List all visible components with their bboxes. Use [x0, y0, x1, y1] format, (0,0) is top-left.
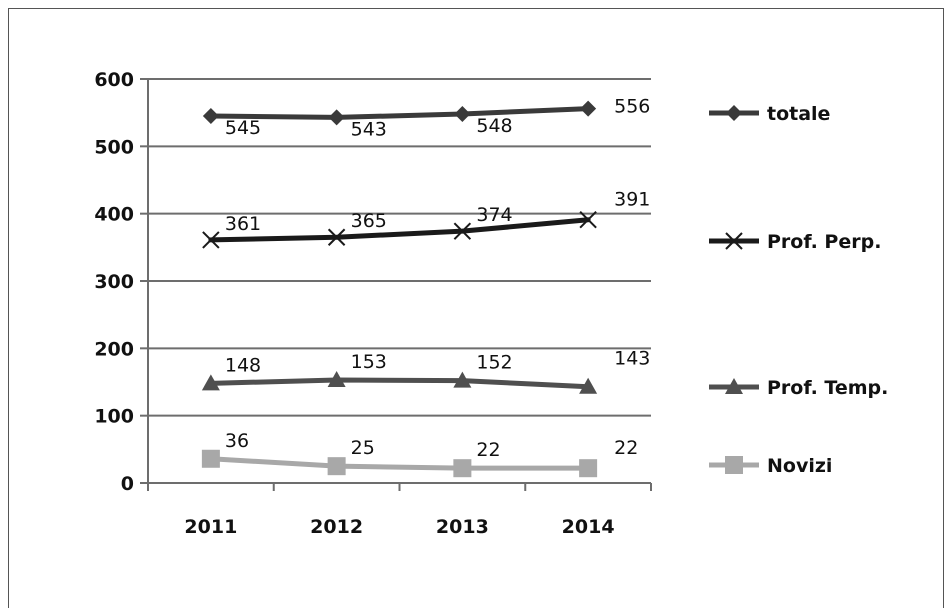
y-tick-label: 600	[94, 69, 134, 91]
legend-marker	[725, 232, 743, 250]
data-point-1	[327, 228, 346, 246]
data-label: 36	[225, 430, 249, 452]
data-label: 543	[351, 118, 387, 140]
data-point-0	[580, 100, 597, 117]
legend-marker	[726, 105, 742, 121]
legend-marker	[725, 456, 743, 474]
data-point-0	[454, 106, 471, 123]
data-label: 148	[225, 354, 261, 376]
legend: totale Prof. Perp. Prof. Temp. Novizi	[709, 103, 888, 477]
data-point-3	[327, 457, 346, 476]
x-tick-label: 2011	[184, 516, 237, 538]
data-point-1	[453, 222, 472, 240]
data-point-0	[202, 108, 219, 125]
y-tick-label: 0	[121, 473, 134, 495]
data-label: 545	[225, 117, 261, 139]
data-label: 143	[614, 348, 650, 370]
data-label: 361	[225, 213, 261, 235]
data-label: 365	[351, 210, 387, 232]
data-label: 153	[351, 351, 387, 373]
legend-marker	[725, 378, 743, 394]
line-chart: 0 100 200 300 400 500 600 2011 2012 2013 2014 545…	[94, 69, 888, 538]
data-point-3	[579, 459, 598, 478]
y-tick-label: 200	[94, 338, 134, 360]
series-line-1	[208, 217, 591, 243]
legend-label: Prof. Perp.	[767, 231, 881, 253]
x-tick-label: 2012	[310, 516, 363, 538]
data-point-2	[579, 377, 598, 394]
data-point-3	[453, 459, 472, 478]
gridlines	[148, 78, 651, 417]
x-tick-labels: 2011 2012 2013 2014	[184, 516, 614, 538]
data-label: 22	[614, 437, 638, 459]
x-tick-label: 2013	[436, 516, 489, 538]
legend-label: totale	[767, 103, 830, 125]
data-label: 548	[476, 115, 512, 137]
x-tick-label: 2014	[562, 516, 615, 538]
data-label: 391	[614, 189, 650, 211]
series-line-3	[208, 456, 591, 471]
data-point-2	[327, 370, 346, 387]
series-line-0	[208, 106, 591, 120]
legend-label: Prof. Temp.	[767, 377, 888, 399]
data-label: 152	[476, 352, 512, 374]
series-line-2	[208, 377, 591, 390]
data-label: 22	[476, 439, 500, 461]
y-tick-labels: 0 100 200 300 400 500 600	[94, 69, 134, 495]
y-tick-label: 100	[94, 406, 134, 428]
data-labels: 545 543 548 556 361 365 374 391 148 153 152 143 36 25…	[225, 96, 651, 462]
y-tick-label: 400	[94, 204, 134, 226]
data-point-1	[579, 211, 597, 229]
axes	[140, 78, 652, 491]
y-tick-label: 300	[94, 271, 134, 293]
data-point-1	[202, 231, 220, 249]
y-tick-label: 500	[94, 136, 134, 158]
legend-label: Novizi	[767, 455, 832, 477]
data-point-2	[453, 371, 472, 388]
data-point-0	[328, 109, 345, 126]
data-point-3	[201, 449, 220, 468]
data-label: 556	[614, 96, 650, 118]
series-group	[201, 100, 598, 478]
data-label: 25	[351, 437, 375, 459]
chart-frame: 0 100 200 300 400 500 600 2011 2012 2013 2014 545…	[8, 8, 944, 608]
data-point-2	[201, 374, 220, 391]
data-label: 374	[476, 204, 512, 226]
